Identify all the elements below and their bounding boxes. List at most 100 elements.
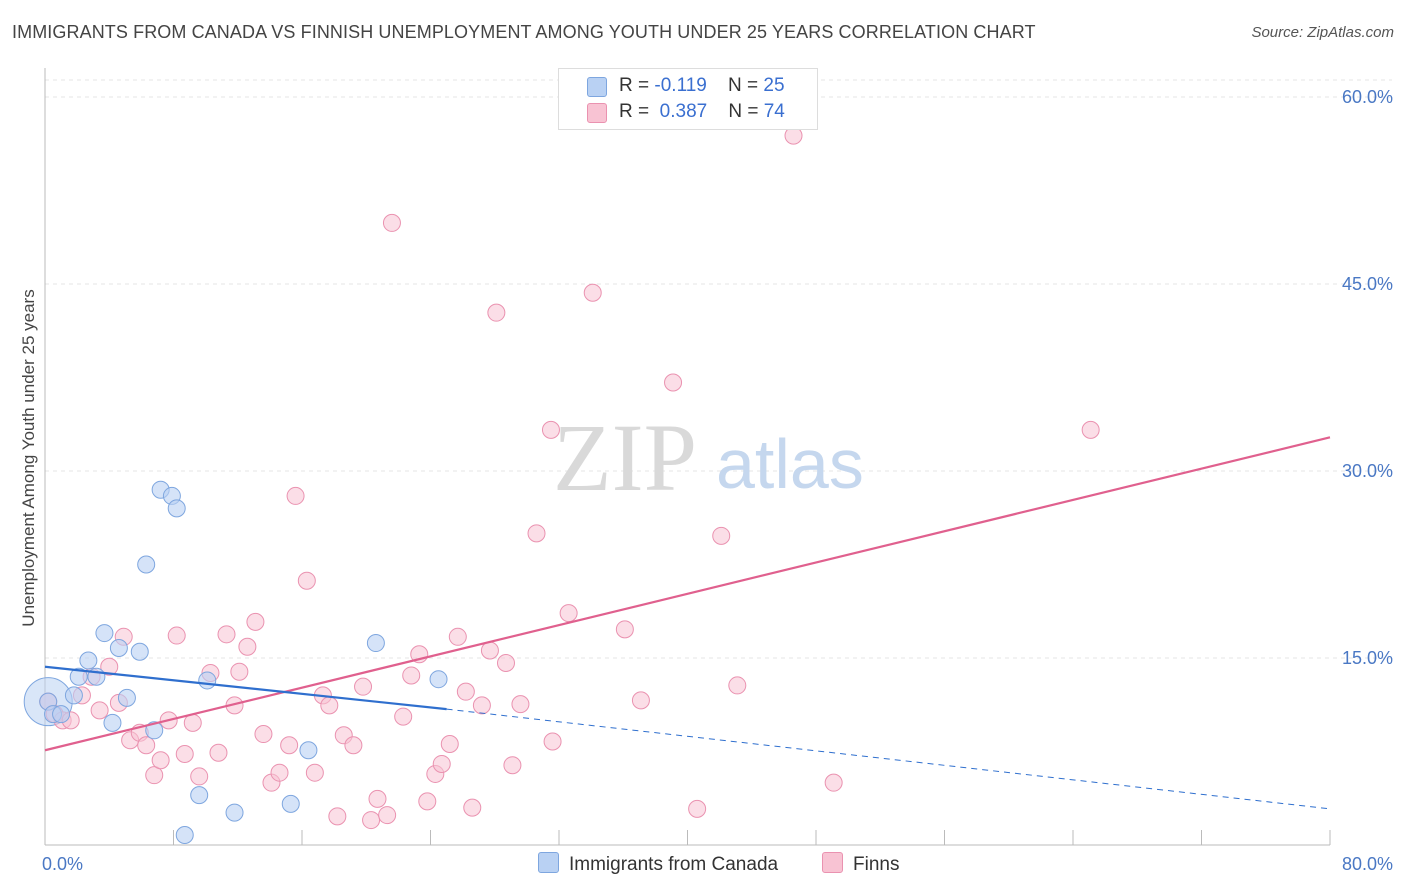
data-point-finns	[615, 620, 634, 639]
legend-swatch-canada	[587, 77, 607, 97]
data-point-finns	[631, 691, 650, 710]
data-point-finns	[1081, 420, 1100, 439]
data-point-finns	[362, 811, 381, 830]
data-point-finns	[151, 751, 170, 770]
data-point-finns	[496, 653, 515, 672]
data-point-finns	[583, 283, 602, 302]
data-point-canada	[198, 671, 217, 690]
x-tick-label-min: 0.0%	[42, 854, 83, 874]
data-point-finns	[90, 701, 109, 720]
data-point-finns	[167, 626, 186, 645]
data-point-canada	[117, 688, 136, 707]
data-point-finns	[230, 662, 249, 681]
data-point-finns	[487, 303, 506, 322]
data-point-finns	[432, 754, 451, 773]
data-point-canada	[130, 642, 149, 661]
x-tick-label-max: 80.0%	[1342, 854, 1393, 874]
bottom-legend-swatch-canada	[538, 852, 559, 873]
data-point-canada	[69, 667, 88, 686]
data-point-finns	[402, 666, 421, 685]
data-point-canada	[79, 651, 98, 670]
data-point-finns	[480, 641, 499, 660]
data-point-canada	[52, 705, 71, 724]
data-point-finns	[503, 756, 522, 775]
data-point-finns	[543, 732, 562, 751]
data-point-canada	[299, 741, 318, 760]
trend-line-finns	[44, 436, 1331, 752]
data-point-canada	[429, 670, 448, 689]
legend-r-value: -0.119	[654, 75, 707, 96]
bottom-legend-label-finns: Finns	[853, 854, 900, 875]
watermark: ZIP atlas	[553, 404, 864, 511]
data-point-finns	[175, 744, 194, 763]
data-point-finns	[270, 763, 289, 782]
data-point-finns	[418, 792, 437, 811]
data-point-canada	[137, 555, 156, 574]
legend-swatch-finns	[587, 103, 607, 123]
data-point-canada	[64, 686, 83, 705]
data-point-finns	[209, 743, 228, 762]
trend-line-canada-extrapolated	[446, 708, 1331, 810]
y-tick-label: 60.0%	[1342, 87, 1393, 107]
data-point-finns	[238, 637, 257, 656]
data-point-finns	[664, 373, 683, 392]
data-point-finns	[463, 798, 482, 817]
data-point-finns	[559, 604, 578, 623]
data-point-canada	[175, 826, 194, 845]
legend-n-label: N =	[727, 75, 759, 96]
tick-layer: 15.0% 30.0% 45.0% 60.0% 0.0% 80.0%	[42, 87, 1393, 874]
data-point-finns	[472, 696, 491, 715]
bottom-legend-canada: Immigrants from Canada	[538, 852, 778, 876]
data-point-finns	[712, 526, 731, 545]
data-point-finns	[100, 657, 119, 676]
data-point-canada	[109, 639, 128, 658]
data-point-finns	[328, 807, 347, 826]
data-point-canada	[366, 634, 385, 653]
data-point-finns	[440, 735, 459, 754]
watermark-atlas: atlas	[716, 425, 864, 503]
legend-r-label: R =	[619, 75, 650, 96]
y-tick-label: 15.0%	[1342, 648, 1393, 668]
legend-r-label: R =	[619, 101, 650, 122]
data-point-finns	[305, 763, 324, 782]
watermark-zip: ZIP	[553, 404, 697, 511]
data-point-finns	[246, 612, 265, 631]
trend-line-canada	[44, 665, 447, 711]
data-point-finns	[354, 677, 373, 696]
data-point-finns	[254, 725, 273, 744]
data-point-finns	[368, 789, 387, 808]
points-layer	[23, 126, 1100, 845]
legend-n-value: 25	[763, 75, 785, 96]
data-point-finns	[183, 713, 202, 732]
data-point-finns	[344, 736, 363, 755]
data-point-finns	[145, 766, 164, 785]
bottom-legend-swatch-finns	[822, 852, 843, 873]
data-point-finns	[190, 767, 209, 786]
data-point-finns	[456, 682, 475, 701]
data-point-finns	[137, 736, 156, 755]
data-point-finns	[688, 799, 707, 818]
legend-n-value: 74	[763, 101, 785, 122]
data-point-finns	[297, 571, 316, 590]
data-point-finns	[511, 695, 530, 714]
data-point-finns	[280, 736, 299, 755]
y-tick-label: 30.0%	[1342, 461, 1393, 481]
data-point-canada	[190, 786, 209, 805]
stats-legend: R = -0.119 N = 25 R = 0.387 N = 74	[558, 68, 818, 130]
data-point-canada	[281, 794, 300, 813]
chart-title: IMMIGRANTS FROM CANADA VS FINNISH UNEMPL…	[12, 22, 1036, 42]
data-point-finns	[320, 696, 339, 715]
data-point-finns	[217, 625, 236, 644]
data-point-finns	[286, 486, 305, 505]
bottom-legend-finns: Finns	[822, 852, 899, 876]
data-point-canada	[225, 803, 244, 822]
grid-layer	[45, 79, 1392, 659]
data-point-finns	[394, 707, 413, 726]
data-point-finns	[382, 213, 401, 232]
legend-n-label: N =	[728, 101, 759, 122]
data-point-canada	[167, 499, 186, 518]
source-credit: Source: ZipAtlas.com	[1251, 24, 1394, 41]
data-point-canada	[95, 624, 114, 643]
data-point-finns	[541, 420, 560, 439]
